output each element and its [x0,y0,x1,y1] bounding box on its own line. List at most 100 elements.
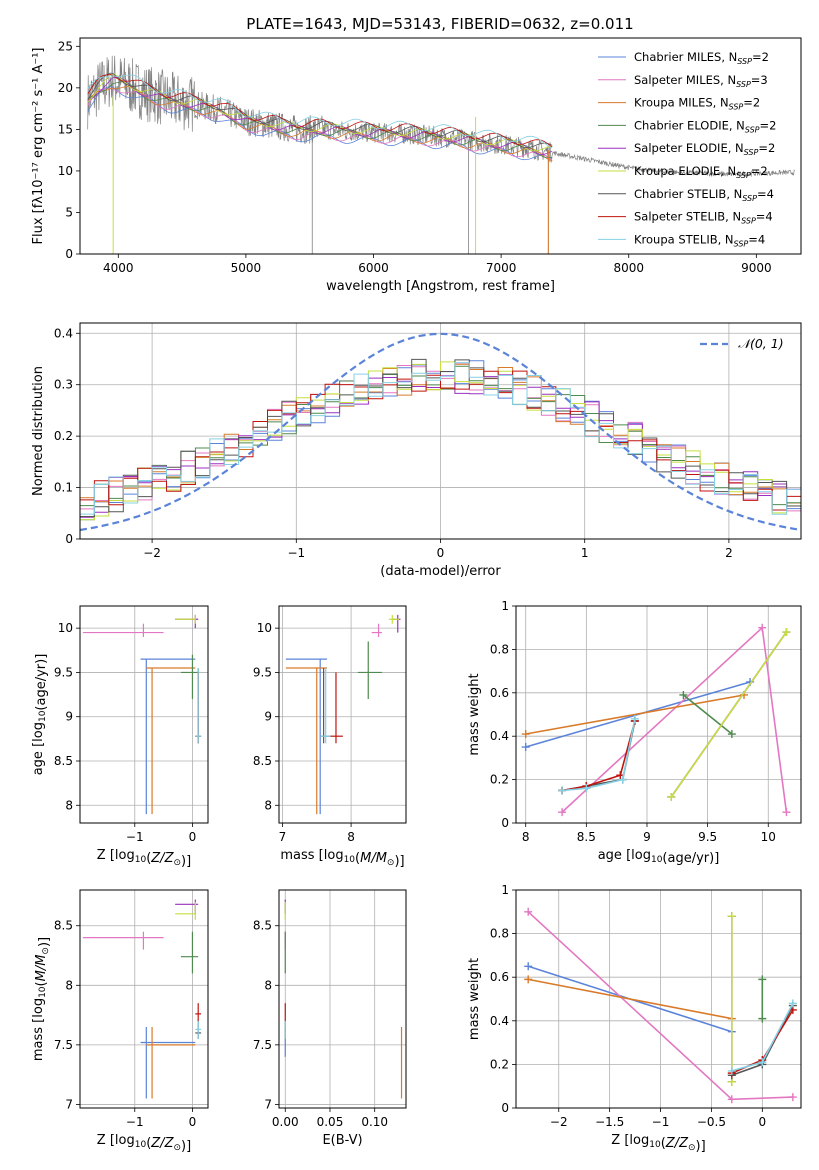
errorbar-point [195,668,202,744]
legend-entry: Kroupa ELODIE, NSSP=2 [634,164,768,180]
point-marker [558,808,567,817]
y-axis-label: Flux [fλ10⁻¹⁷ erg cm⁻² s⁻¹ A⁻¹] [31,48,46,245]
y-axis-label: Normed distribution [31,366,46,496]
errorbar-point [371,623,382,637]
y-tick-label: 0.4 [54,326,73,340]
x-tick-label: 9 [643,830,651,844]
point-marker [582,784,591,793]
point-marker [788,999,797,1008]
spectrum-legend: Chabrier MILES, NSSP=2 Salpeter MILES, NS… [598,50,776,248]
y-tick-label: 1 [501,599,509,613]
x-tick-label: 10 [761,830,776,844]
axes-frame [79,889,209,1109]
y-tick-label: 0.1 [54,481,73,495]
x-axis-label: Z [log10(Z/Z⊙)] [97,1133,191,1154]
residual-histogram: −2 −1 0 1 2 0 0.1 0.2 0.3 0.4 (data-model)/error No… [31,322,802,579]
point-marker [630,714,639,723]
y-tick-label: 1 [501,883,509,897]
y-axis-label: mass [log10(M/M⊙)] [31,937,52,1061]
x-tick-label: 0.10 [361,1115,388,1129]
x-tick-label: −1 [652,1115,670,1129]
axes-frame [515,605,802,824]
y-tick-label: 10 [257,621,272,635]
legend-entry: Salpeter MILES, NSSP=3 [634,73,768,89]
errorbar-point [146,1026,196,1099]
x-tick-label: 6000 [358,261,389,275]
errorbar-point [140,658,196,815]
y-tick-label: 7 [264,1097,272,1111]
x-tick-label: −2 [550,1115,568,1129]
y-tick-label: 8.5 [54,754,73,768]
legend-entry: Kroupa STELIB, NSSP=4 [634,232,765,248]
x-tick-label: 8.5 [577,830,596,844]
x-axis-label: Z [log10(Z/Z⊙)] [611,1133,705,1154]
legend-entry: 𝒩(0, 1) [738,336,784,351]
errorbar-point [146,667,196,815]
errorbar-point [180,654,199,699]
y-tick-label: 0.2 [490,773,509,787]
errorbar-point [357,641,382,699]
point-marker [727,912,736,921]
axes-frame [278,605,407,824]
x-tick-label: 7000 [486,261,517,275]
normal-curve [79,332,802,532]
x-tick-label: −1 [126,1115,144,1129]
y-tick-label: 0.8 [490,927,509,941]
y-tick-label: 0 [501,816,509,830]
point-marker [758,1058,767,1067]
point-marker [727,730,736,739]
legend-entry: Salpeter ELODIE, NSSP=2 [634,141,775,157]
errorbar-point [320,668,331,744]
model-line [87,87,553,162]
model-line [87,73,553,152]
errorbar-point [82,623,164,637]
x-tick-label: 8 [522,830,530,844]
axes-frame [79,605,209,824]
y-tick-label: 8 [65,978,73,992]
y-tick-label: 10 [58,621,73,635]
figure-title: PLATE=1643, MJD=53143, FIBERID=0632, z=0… [246,15,633,33]
y-tick-label: 15 [58,122,73,136]
x-tick-label: 7 [279,830,287,844]
errorbar-point [330,672,343,744]
x-tick-label: 2 [725,546,733,560]
x-tick-label: 0.05 [317,1115,344,1129]
legend-entry: Salpeter STELIB, NSSP=4 [634,210,773,226]
point-marker [521,730,530,739]
point-marker [667,792,676,801]
point-marker [558,786,567,795]
scatter-panel: 7 8 8 8.5 9 9.5 10 mass [log10(M/M⊙)] [253,605,407,869]
legend-entry: Kroupa MILES, NSSP=2 [634,96,760,112]
y-tick-label: 9.5 [253,665,272,679]
series-line [528,978,732,1020]
mass-weight-panel: 8 8.5 9 9.5 10 0 0.2 0.4 0.6 0.8 1 age [log10(age/y… [467,599,802,866]
errorbar-point [285,667,328,815]
x-tick-label: 0.00 [272,1115,299,1129]
y-tick-label: 7.5 [54,1038,73,1052]
model-line [87,86,553,162]
point-marker [782,808,791,817]
x-tick-label: 8 [347,830,355,844]
x-tick-label: 4000 [103,261,134,275]
axes-frame [278,889,407,1109]
scatter-panel: −1 0 8 8.5 9 9.5 10 Z [log10(Z/Z⊙)] age [log10(a… [31,605,209,869]
axes-frame [515,889,802,1109]
series-line [525,694,745,735]
point-marker [758,975,767,984]
point-marker [618,775,627,784]
y-tick-label: 8 [65,798,73,812]
point-marker [758,623,767,632]
y-tick-label: 8.5 [253,919,272,933]
y-tick-label: 10 [58,164,73,178]
point-marker [521,743,530,752]
scatter-panel: −1 0 7 7.5 8 8.5 Z [log10(Z/Z⊙)] mass [log10(M/… [31,889,209,1154]
x-tick-label: 0 [759,1115,767,1129]
x-tick-label: 8000 [613,261,644,275]
scatter-panel: 0.00 0.05 0.10 7 7.5 8 8.5 E(B-V) [253,889,407,1148]
model-line [87,74,553,149]
x-tick-label: −1 [287,546,305,560]
series-line [682,694,733,735]
x-tick-label: 9000 [741,261,772,275]
y-axis-label: mass weight [467,673,482,755]
x-tick-label: 9.5 [698,830,717,844]
